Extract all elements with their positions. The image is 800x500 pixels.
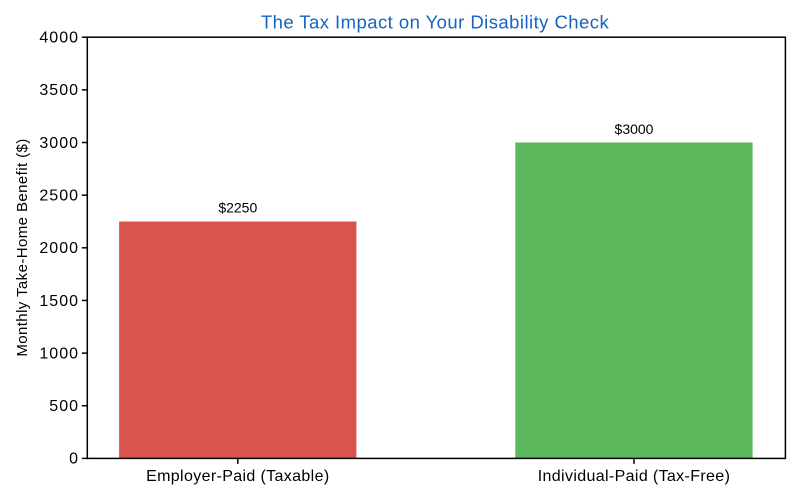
- svg-text:$3000: $3000: [615, 121, 654, 137]
- svg-text:The Tax Impact on Your Disabil: The Tax Impact on Your Disability Check: [261, 12, 610, 33]
- svg-text:1500: 1500: [39, 293, 79, 310]
- svg-text:3000: 3000: [39, 135, 79, 152]
- svg-text:2000: 2000: [39, 240, 79, 257]
- svg-text:2500: 2500: [39, 187, 79, 204]
- svg-text:3500: 3500: [39, 82, 79, 99]
- svg-text:Individual-Paid (Tax-Free): Individual-Paid (Tax-Free): [538, 468, 731, 485]
- svg-text:$2250: $2250: [218, 199, 257, 215]
- svg-text:Employer-Paid (Taxable): Employer-Paid (Taxable): [146, 468, 329, 485]
- svg-text:4000: 4000: [39, 30, 79, 47]
- svg-text:Monthly Take-Home Benefit ($): Monthly Take-Home Benefit ($): [14, 138, 31, 356]
- svg-text:500: 500: [49, 398, 79, 415]
- svg-text:0: 0: [69, 451, 79, 468]
- svg-text:1000: 1000: [39, 345, 79, 362]
